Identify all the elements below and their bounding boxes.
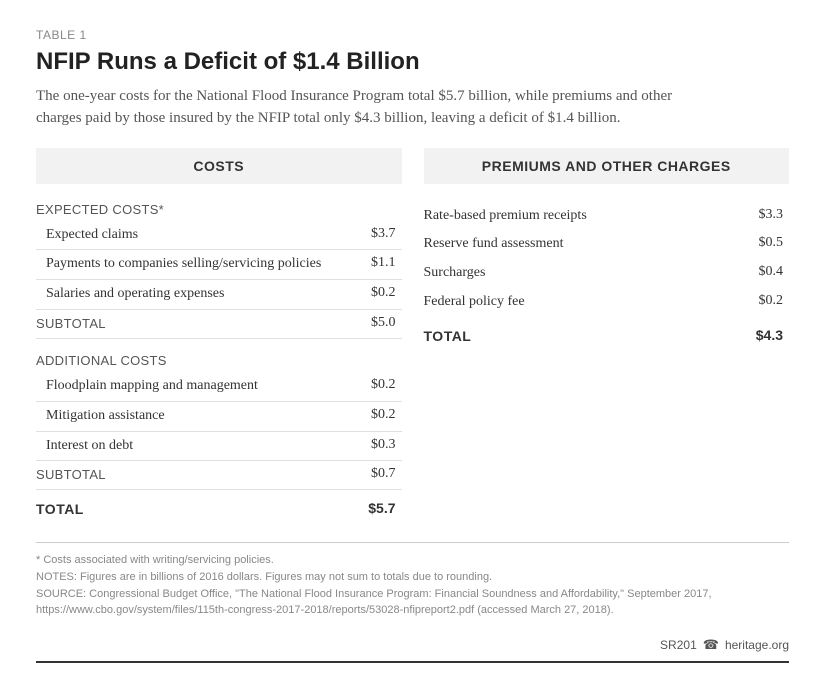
- row-label: Expected claims: [36, 226, 152, 245]
- row-label: Payments to companies selling/servicing …: [36, 255, 335, 274]
- subtotal-row: SUBTOTAL $0.7: [36, 461, 402, 490]
- table-row: Interest on debt $0.3: [36, 432, 402, 462]
- table-row: Salaries and operating expenses $0.2: [36, 280, 402, 310]
- table-row: Federal policy fee $0.2: [424, 288, 790, 317]
- footer-site: heritage.org: [725, 638, 789, 652]
- table-row: Floodplain mapping and management $0.2: [36, 372, 402, 402]
- footnote-source: SOURCE: Congressional Budget Office, "Th…: [36, 587, 789, 619]
- table-number-label: TABLE 1: [36, 28, 789, 42]
- page-title: NFIP Runs a Deficit of $1.4 Billion: [36, 48, 789, 76]
- row-label: Reserve fund assessment: [424, 235, 578, 254]
- row-value: $3.3: [759, 207, 790, 223]
- row-label: Rate-based premium receipts: [424, 207, 601, 226]
- footer: SR201 ☎ heritage.org: [36, 637, 789, 653]
- costs-header: COSTS: [36, 148, 402, 184]
- row-label: Salaries and operating expenses: [36, 285, 238, 304]
- row-value: $0.2: [371, 377, 402, 393]
- total-value: $4.3: [756, 327, 789, 343]
- data-columns: COSTS EXPECTED COSTS* Expected claims $3…: [36, 148, 789, 524]
- row-value: $0.2: [371, 285, 402, 301]
- costs-column: COSTS EXPECTED COSTS* Expected claims $3…: [36, 148, 402, 524]
- row-label: Mitigation assistance: [36, 407, 179, 426]
- total-row: TOTAL $5.7: [36, 490, 402, 524]
- premiums-header: PREMIUMS AND OTHER CHARGES: [424, 148, 790, 184]
- total-value: $5.7: [368, 500, 401, 516]
- premiums-column: PREMIUMS AND OTHER CHARGES Rate-based pr…: [424, 148, 790, 524]
- row-value: $0.3: [371, 437, 402, 453]
- row-value: $3.7: [371, 226, 402, 242]
- footnotes: * Costs associated with writing/servicin…: [36, 542, 789, 619]
- expected-costs-label: EXPECTED COSTS*: [36, 202, 402, 217]
- subtotal-label: SUBTOTAL: [36, 315, 120, 333]
- row-label: Surcharges: [424, 264, 500, 283]
- bell-icon: ☎: [703, 637, 719, 653]
- table-row: Rate-based premium receipts $3.3: [424, 202, 790, 231]
- row-value: $0.5: [759, 235, 790, 251]
- row-value: $0.4: [759, 264, 790, 280]
- total-label: TOTAL: [424, 327, 486, 346]
- additional-costs-label: ADDITIONAL COSTS: [36, 353, 402, 368]
- table-row: Reserve fund assessment $0.5: [424, 230, 790, 259]
- footnote-asterisk: * Costs associated with writing/servicin…: [36, 553, 789, 569]
- table-row: Mitigation assistance $0.2: [36, 402, 402, 432]
- footer-code: SR201: [660, 638, 697, 652]
- subtotal-value: $0.7: [371, 466, 402, 482]
- subtotal-row: SUBTOTAL $5.0: [36, 310, 402, 339]
- table-row: Expected claims $3.7: [36, 221, 402, 251]
- subtotal-label: SUBTOTAL: [36, 466, 120, 484]
- table-row: Surcharges $0.4: [424, 259, 790, 288]
- total-row: TOTAL $4.3: [424, 317, 790, 351]
- footnote-notes: NOTES: Figures are in billions of 2016 d…: [36, 570, 789, 586]
- total-label: TOTAL: [36, 500, 98, 519]
- row-label: Interest on debt: [36, 437, 147, 456]
- row-value: $0.2: [759, 293, 790, 309]
- table-row: Payments to companies selling/servicing …: [36, 250, 402, 280]
- description-text: The one-year costs for the National Floo…: [36, 86, 676, 130]
- row-label: Federal policy fee: [424, 293, 539, 312]
- row-value: $1.1: [371, 255, 402, 271]
- row-label: Floodplain mapping and management: [36, 377, 272, 396]
- subtotal-value: $5.0: [371, 315, 402, 331]
- bottom-rule: [36, 661, 789, 663]
- row-value: $0.2: [371, 407, 402, 423]
